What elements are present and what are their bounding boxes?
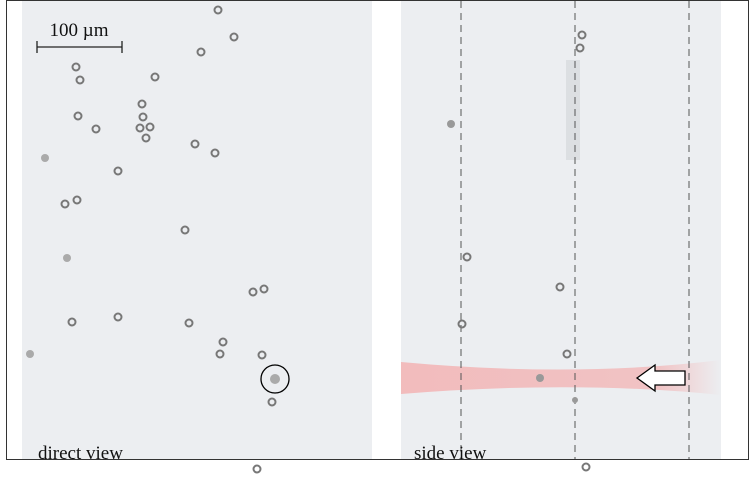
panel-label: side view	[414, 443, 487, 464]
blur-streak	[566, 60, 580, 160]
scale-bar-label: 100 µm	[50, 20, 109, 41]
figure: 100 µm direct view side view	[0, 0, 753, 481]
panel-label: direct view	[38, 443, 123, 464]
